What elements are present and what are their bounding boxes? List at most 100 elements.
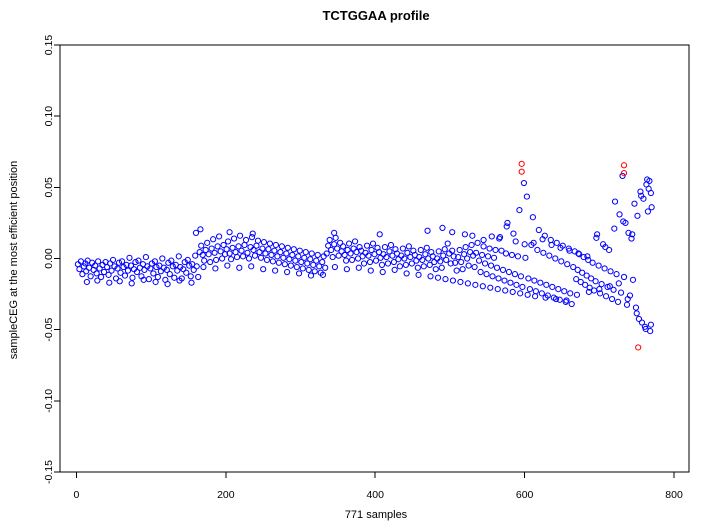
data-point — [488, 233, 495, 240]
data-point — [307, 256, 314, 263]
data-point — [287, 262, 294, 269]
data-point — [614, 298, 622, 306]
data-point — [242, 236, 250, 244]
data-point — [153, 263, 160, 271]
data-point — [467, 248, 474, 256]
data-point — [205, 251, 212, 258]
data-point — [207, 258, 214, 266]
data-point — [328, 246, 335, 254]
data-point — [180, 266, 187, 273]
data-point — [229, 244, 236, 251]
data-point — [468, 241, 475, 249]
data-point — [633, 310, 640, 317]
data-point — [595, 262, 602, 269]
data-point — [557, 244, 564, 251]
data-point — [245, 255, 253, 262]
data-point — [299, 265, 306, 272]
data-point — [453, 267, 460, 274]
data-point — [420, 263, 427, 270]
data-point — [512, 238, 519, 245]
data-point — [517, 273, 525, 280]
data-point — [142, 253, 150, 261]
data-point — [289, 251, 296, 259]
data-point — [377, 254, 384, 261]
data-point — [477, 268, 484, 276]
data-point — [376, 231, 383, 238]
data-point — [350, 245, 357, 252]
data-point — [543, 281, 550, 288]
data-point — [129, 274, 136, 281]
data-point — [457, 278, 464, 286]
data-point — [133, 268, 141, 276]
data-point — [198, 242, 205, 249]
data-point — [132, 258, 139, 266]
data-point — [263, 256, 271, 264]
data-point — [248, 263, 255, 270]
data-point — [348, 256, 356, 264]
data-point — [555, 286, 562, 293]
data-point — [379, 268, 386, 276]
data-point — [92, 262, 99, 269]
series-outlier — [518, 160, 642, 351]
data-point — [256, 248, 263, 256]
data-point — [105, 271, 112, 278]
data-point — [480, 236, 487, 244]
data-point — [301, 254, 308, 261]
data-point — [602, 244, 609, 251]
x-axis: 0 200 400 600 800 — [74, 472, 683, 501]
data-point — [514, 253, 522, 260]
data-point — [118, 258, 126, 265]
data-point — [427, 273, 434, 280]
data-point — [455, 253, 462, 261]
data-point — [274, 253, 281, 260]
data-point — [487, 262, 495, 269]
data-point — [517, 290, 524, 297]
data-point — [615, 280, 622, 287]
data-point — [417, 246, 424, 254]
data-point — [594, 231, 601, 238]
data-point — [552, 295, 560, 303]
data-point — [441, 246, 448, 253]
data-point — [525, 275, 532, 282]
data-point — [331, 229, 338, 236]
data-point — [561, 288, 568, 295]
data-point — [310, 261, 317, 268]
data-point — [596, 286, 603, 293]
data-point — [304, 260, 311, 267]
data-point — [171, 274, 178, 281]
data-point — [395, 256, 402, 263]
data-point — [204, 239, 211, 246]
data-point — [313, 257, 320, 264]
data-point — [319, 271, 327, 278]
data-point — [254, 237, 262, 244]
data-point — [474, 239, 481, 246]
series-normal — [74, 172, 655, 335]
data-point — [464, 255, 471, 262]
data-point — [499, 266, 507, 273]
data-point — [611, 198, 619, 205]
data-point — [326, 236, 333, 244]
data-point — [486, 245, 493, 252]
data-point — [588, 275, 595, 282]
data-point — [140, 276, 147, 283]
data-point — [434, 274, 442, 281]
data-point — [432, 266, 439, 273]
data-point — [518, 160, 525, 167]
data-point — [262, 250, 269, 257]
data-point — [535, 226, 542, 234]
data-point — [157, 268, 164, 275]
data-point — [378, 261, 386, 268]
data-point — [625, 229, 632, 236]
data-point — [108, 267, 115, 274]
data-point — [518, 168, 525, 175]
data-point — [563, 297, 570, 304]
data-point — [331, 263, 339, 271]
data-point — [200, 263, 207, 271]
data-point — [552, 255, 559, 262]
data-point — [127, 262, 135, 269]
data-point — [286, 256, 293, 263]
data-point — [76, 266, 83, 273]
data-point — [475, 257, 483, 264]
data-point — [343, 266, 350, 273]
x-axis-title: 771 samples — [345, 509, 408, 521]
